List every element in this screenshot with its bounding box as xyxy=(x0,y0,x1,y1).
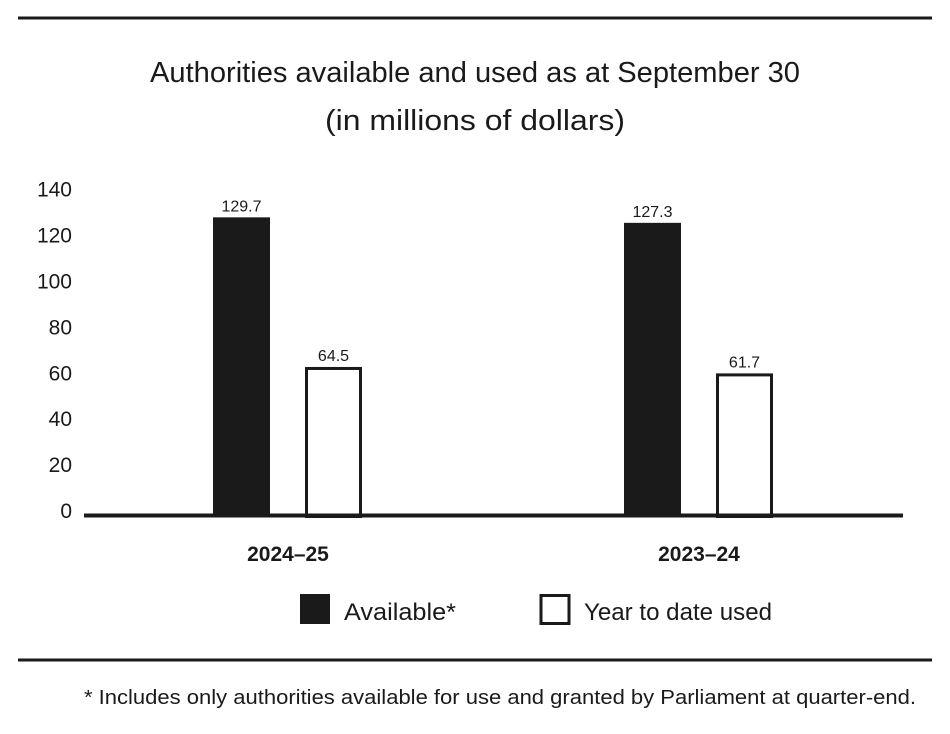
bar-year-to-date-used xyxy=(305,366,362,518)
bar-year-to-date-used xyxy=(716,373,773,518)
data-label: 61.7 xyxy=(729,354,760,371)
x-category-label: 2023–24 xyxy=(658,543,740,566)
chart-title: Authorities available and used as at Sep… xyxy=(150,57,800,89)
y-tick-label: 100 xyxy=(37,271,72,294)
data-label: 129.7 xyxy=(221,198,261,215)
y-tick-label: 80 xyxy=(49,316,72,339)
bar-available xyxy=(213,217,270,515)
y-tick-label: 140 xyxy=(37,179,72,202)
footnote: * Includes only authorities available fo… xyxy=(84,687,916,709)
x-category-label: 2024–25 xyxy=(247,543,329,566)
legend-label-used: Year to date used xyxy=(584,599,772,626)
data-label: 127.3 xyxy=(632,204,672,221)
bar-available xyxy=(624,222,681,515)
y-tick-label: 60 xyxy=(49,362,72,385)
chart-subtitle: (in millions of dollars) xyxy=(325,105,625,137)
legend-swatch-available xyxy=(300,594,330,624)
y-tick-label: 20 xyxy=(49,454,72,477)
legend-label-available: Available* xyxy=(344,599,456,626)
legend: Available* Year to date used xyxy=(300,594,772,626)
y-tick-label: 0 xyxy=(60,500,72,523)
data-label: 64.5 xyxy=(318,348,349,365)
y-tick-label: 40 xyxy=(49,408,72,431)
legend-swatch-used xyxy=(539,594,571,625)
y-tick-label: 120 xyxy=(37,225,72,248)
